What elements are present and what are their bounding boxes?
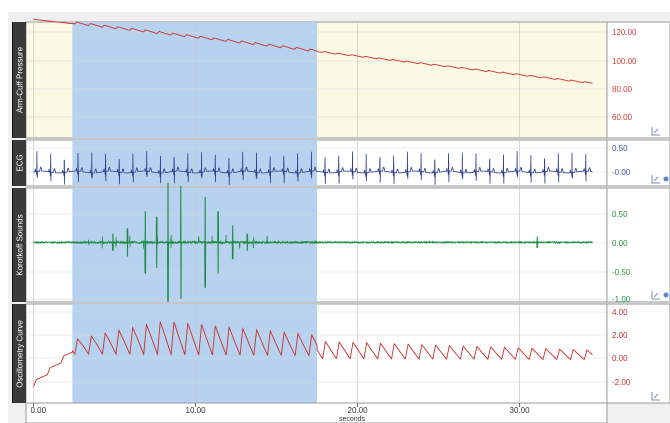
selection-highlight (72, 188, 317, 302)
autoscale-icon-arrow (653, 176, 659, 182)
autoscale-icon-arrow (653, 393, 659, 399)
value-tick-label: 80.00 (612, 85, 633, 94)
channel-panel-3: 4.00 2.00 0.00 -2.00 (25, 303, 670, 404)
value-tick-label: -0.00 (612, 168, 631, 177)
value-tick-label: 2.00 (612, 331, 628, 340)
channel-label-text: Korotkoff Sounds (15, 214, 24, 276)
value-axis (606, 187, 670, 303)
value-tick-label: 4.00 (612, 308, 628, 317)
value-tick-label: 0.00 (612, 239, 628, 248)
value-tick-label: -2.00 (612, 378, 631, 387)
channel-label-oscillometry-curve[interactable]: Oscillometry Curve (12, 304, 26, 403)
value-tick-label: 0.50 (612, 210, 628, 219)
value-tick-label: 0.00 (612, 354, 628, 363)
selection-highlight (72, 304, 317, 403)
value-tick-label: -0.50 (612, 268, 631, 277)
time-tick-label: 10.00 (186, 406, 207, 415)
channel-label-text: ECG (15, 154, 24, 172)
value-axis (606, 21, 670, 139)
value-tick-label: 0.50 (612, 144, 628, 153)
channel-label-text: Oscillometry Curve (15, 319, 24, 388)
autoscale-icon[interactable] (651, 175, 660, 184)
autoscale-icon-arrow (653, 292, 659, 298)
time-tick-label: 20.00 (348, 406, 369, 415)
time-tick-label: 30.00 (510, 406, 531, 415)
value-tick-label: -1.00 (612, 295, 631, 304)
value-axis (606, 139, 670, 187)
value-tick-label: 100.00 (612, 57, 637, 66)
autoscale-icon[interactable] (651, 291, 660, 300)
channel-label-korotkoff-sounds[interactable]: Korotkoff Sounds (12, 188, 26, 302)
options-dot-icon[interactable] (663, 176, 669, 182)
trace-arm-cuff-pressure (33, 18, 593, 84)
time-axis (25, 402, 608, 423)
trace-korotkoff-sounds (33, 182, 593, 302)
autoscale-icon-arrow (653, 128, 659, 134)
time-axis-label: seconds (339, 416, 366, 423)
time-tick-label: 0.00 (31, 406, 47, 415)
autoscale-icon[interactable] (651, 392, 660, 401)
channel-label-arm-cuff-pressure[interactable]: Arm-Cuff Pressure (12, 22, 26, 138)
value-tick-label: 60.00 (612, 113, 633, 122)
trace-ecg (33, 150, 593, 185)
channel-panel-2: 0.50 0.00 -0.50 -1.00 (25, 187, 670, 304)
selection-highlight (72, 140, 317, 186)
value-axis (606, 303, 670, 404)
selection-highlight (72, 22, 317, 138)
channel-label-ecg[interactable]: ECG (12, 140, 26, 186)
value-tick-label: 120.00 (612, 28, 637, 37)
channel-label-text: Arm-Cuff Pressure (15, 46, 24, 114)
trace-oscillometry-curve (33, 321, 593, 387)
options-dot-icon[interactable] (663, 292, 669, 298)
channel-panel-1: 0.50 -0.00 (25, 139, 670, 187)
autoscale-icon[interactable] (651, 127, 660, 136)
channel-panel-0: 120.00 100.00 80.00 60.00 (25, 21, 670, 139)
